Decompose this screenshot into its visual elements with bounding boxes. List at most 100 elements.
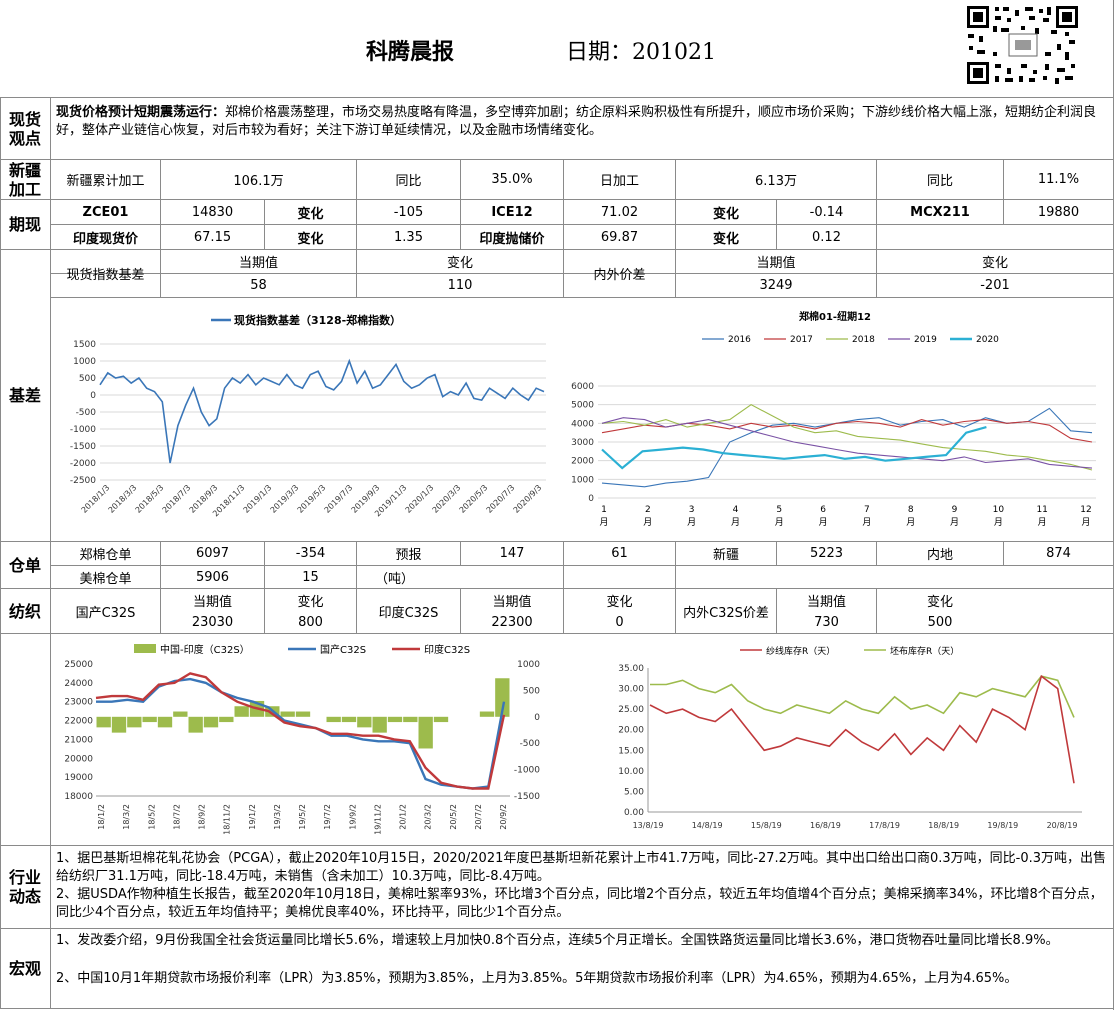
c32s-price-chart: 中国-印度（C32S） 国产C32S 印度C32S 25000 24000 23000 22… [64,643,540,835]
x-tick-label: 2018/3/3 [107,483,139,515]
x-tick-label: 18/9/2 [198,804,207,830]
x-tick-label-num: 8 [908,505,914,515]
bar-diff [372,716,387,733]
y-tick-label: 20.00 [618,726,644,736]
legend-label-domestic: 国产C32S [320,643,366,656]
bar-diff [479,711,495,717]
y-tick-label: 500 [79,374,96,384]
y-tick-label: 0 [588,494,594,504]
bar-diff [403,716,418,723]
bar-diff [495,678,510,717]
bar-diff [127,716,142,728]
xj-daily-label: 日加工 [599,174,639,189]
y-tick-label: -500 [76,408,97,418]
x-tick-label: 14/8/19 [692,821,723,830]
fut-r2-c0: 印度现货价 [72,231,138,247]
x-tick-label: 20/3/2 [424,804,433,830]
sp-ind-label: 印度C32S [378,605,439,621]
fut-r2-c3: 1.35 [394,229,423,245]
x-tick-label-unit: 月 [819,517,828,528]
x-tick-label-num: 11 [1036,505,1047,515]
y-tick-label-left: 18000 [64,792,93,802]
x-tick-label: 20/7/2 [474,804,483,830]
wh-xj-value: 5223 [809,546,844,561]
sp-dom-label: 国产C32S [75,605,136,621]
fut-r2-c2: 变化 [297,231,324,247]
section-macro: 宏观 [8,959,41,978]
macro-p1: 1、发改委介绍，9月份我国全社会货运量同比增长5.6%，增速较上月加快0.8个百… [56,933,1059,948]
fut-r1-c7: -0.14 [809,204,844,220]
bar-diff [234,706,249,717]
x-tick-label-num: 10 [993,505,1005,515]
x-tick-label-unit: 月 [775,517,784,528]
x-tick-label: 2018/7/3 [161,483,193,515]
inventory-chart: 纱线库存R（天） 坯布库存R（天） 35.00 30.00 25.00 20.00 15.0… [618,645,1082,830]
x-tick-label: 19/8/19 [987,821,1018,830]
chart-title: 郑棉01-纽期12 [799,310,871,323]
x-tick-label: 15/8/19 [751,821,782,830]
x-tick-label: 18/8/19 [928,821,959,830]
x-tick-label: 2018/1/3 [80,483,112,515]
wh-unit-label: （吨） [375,571,415,587]
wh-forecast-chg: 61 [611,546,628,561]
series-line-2019 [601,417,1093,469]
y-tick-label-left: 25000 [64,660,93,670]
sp-diff-cur-label: 当期值 [806,594,846,610]
x-tick-label: 20/8/19 [1047,821,1078,830]
industry-p1: 1、据巴基斯坦棉花轧花协会（PCGA），截止2020年10月15日，2020/2… [56,851,1106,884]
y-tick-label: 6000 [571,382,594,392]
fut-r1-c3: -105 [393,204,424,220]
sp-dom-chg-label: 变化 [297,594,324,610]
y-tick-label: 10.00 [618,767,644,777]
spot-body: 郑棉价格震荡整理，市场交易热度略有降温，多空博弈加剧；纺企原料采购积极性有所提升… [56,105,1097,138]
bar-diff [157,716,173,728]
macro-p2: 2、中国10月1年期贷款市场报价利率（LPR）为3.85%，预期为3.85%，上… [56,971,1018,986]
section-basis: 基差 [8,386,41,405]
y-tick-label: 1500 [73,340,96,350]
x-tick-label: 2020/3/3 [431,483,463,515]
y-tick-label: 15.00 [618,746,644,756]
bar-diff [295,711,311,717]
y-tick-label: -1500 [70,442,96,452]
x-tick-label-num: 6 [820,505,826,515]
x-tick-label-num: 9 [952,505,958,515]
wh-us-label: 美棉仓单 [79,571,132,587]
wh-zc-chg: -354 [295,546,326,561]
y-tick-label: 3000 [571,438,594,448]
sp-ind-cur: 22300 [491,614,533,630]
x-tick-label: 2020/5/3 [458,483,490,515]
bar-diff [142,716,157,723]
x-tick-label: 2018/5/3 [134,483,166,515]
x-tick-label-unit: 月 [1081,517,1090,528]
y-tick-label-left: 23000 [64,698,93,708]
y-tick-label: -2000 [70,459,96,469]
spot-headline: 现货价格预计短期震荡运行： [56,105,226,120]
legend-label-2016: 2016 [728,335,751,345]
wh-xj-label: 新疆 [712,548,739,563]
legend-label-yarn: 纱线库存R（天） [766,645,835,657]
basis-spread-cur-label: 当期值 [756,256,796,271]
basis-spread-cur: 3249 [759,278,793,293]
fut-r1-c6: 变化 [712,206,739,222]
legend-label-2017: 2017 [790,335,813,345]
y-tick-label: 25.00 [618,705,644,715]
y-tick-label: -2500 [70,476,96,486]
x-tick-label: 18/7/2 [172,804,181,830]
basis-spread-label: 内外价差 [593,268,646,283]
x-tick-label-num: 3 [689,505,695,515]
basis-chg-label: 变化 [446,256,473,271]
sp-dom-chg: 800 [298,614,323,630]
legend-label-2018: 2018 [852,335,875,345]
basis-spread-chg: -201 [980,278,1010,293]
series-line-domestic [96,677,506,790]
sp-dom-cur: 23030 [191,614,234,630]
basis-idx-cur: 58 [250,278,267,293]
y-tick-label: 30.00 [618,685,644,695]
qr-code [965,4,1080,86]
legend-swatch-diff [134,644,156,653]
legend-label-india: 印度C32S [424,643,470,656]
y-tick-label: 1000 [73,357,96,367]
y-tick-label: 0.00 [624,808,644,818]
y-tick-label: 5000 [571,401,594,411]
